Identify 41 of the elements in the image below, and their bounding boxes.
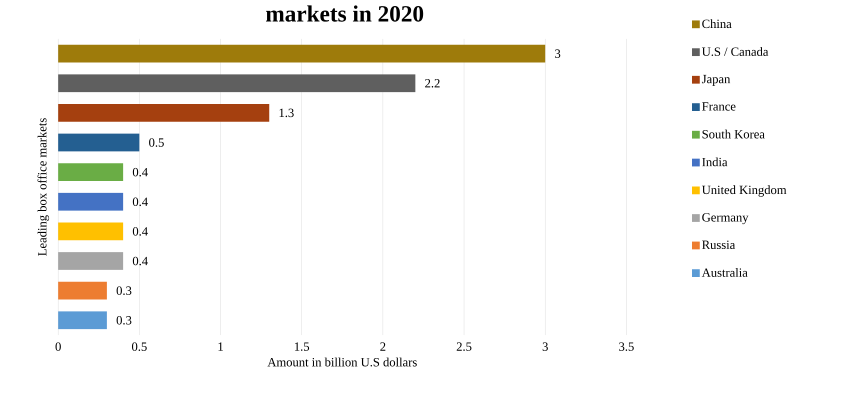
x-tick-label: 0.5 [132, 342, 147, 351]
bar [58, 104, 270, 122]
x-tick-label: 1 [218, 342, 223, 351]
legend-label: U.S / Canada [702, 46, 768, 56]
data-label: 3 [555, 49, 560, 58]
data-label: 0.4 [132, 197, 148, 206]
bar [58, 311, 107, 329]
bar [58, 163, 124, 181]
legend-label: South Korea [702, 129, 765, 138]
x-tick-label: 2.5 [456, 342, 472, 351]
x-tick-label: 2 [380, 342, 386, 351]
legend-label: Japan [702, 74, 730, 86]
legend-label: France [702, 102, 736, 110]
x-tick-label: 3 [542, 342, 548, 351]
data-label: 0.5 [149, 138, 164, 147]
x-tick-label: 0 [56, 342, 61, 351]
data-label: 1.3 [280, 108, 294, 117]
bar [58, 252, 124, 270]
x-tick-label: 3.5 [619, 342, 634, 351]
x-axis-title: Amount in billion U.S dollars [267, 357, 417, 366]
data-label: 0.3 [116, 286, 132, 295]
legend-label: Germany [702, 212, 748, 224]
data-label: 2.2 [425, 78, 440, 88]
data-label: 0.3 [116, 316, 132, 324]
legend-label: Australia [702, 268, 748, 277]
data-label: 0.4 [132, 256, 148, 266]
bar [58, 44, 546, 62]
chart-title: markets in 2020 [266, 5, 424, 22]
legend-label: United Kingdom [702, 185, 786, 197]
data-label: 0.4 [132, 168, 148, 176]
legend-label: India [702, 157, 728, 166]
y-axis-title: Leading box office markets [38, 118, 50, 256]
bar [58, 192, 124, 210]
bar [58, 133, 140, 152]
legend-label: China [702, 19, 732, 28]
x-tick-label: 1.5 [294, 342, 310, 351]
bar [58, 282, 107, 300]
bar [58, 222, 124, 240]
data-label: 0.4 [132, 226, 148, 236]
bar [58, 74, 416, 92]
legend-label: Russia [702, 240, 736, 249]
